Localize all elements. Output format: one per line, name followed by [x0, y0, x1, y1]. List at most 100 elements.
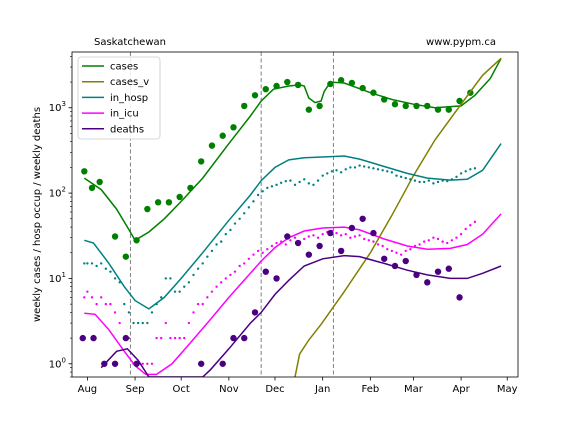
cases-point [316, 102, 323, 110]
deaths-point [316, 242, 323, 250]
in_hosp-point [358, 164, 361, 167]
in_icu-point [118, 321, 121, 325]
in_hosp-point [335, 169, 338, 172]
cases-point [88, 184, 96, 192]
in_hosp-point [86, 262, 89, 265]
in_icu-point [404, 249, 407, 253]
in_hosp-point [247, 206, 251, 209]
deaths-point [284, 233, 291, 240]
in_icu-point [83, 296, 86, 299]
in_icu-point [95, 302, 98, 306]
deaths-point [337, 247, 345, 255]
in_icu-point [335, 231, 338, 235]
deaths-point [262, 268, 269, 275]
in_icu-point [432, 236, 435, 239]
in_icu-point [141, 362, 144, 365]
cases-point [144, 205, 151, 213]
in_icu-point [367, 239, 371, 242]
deaths-point [434, 268, 442, 275]
in_icu-point [344, 232, 347, 236]
in_hosp-point [422, 180, 426, 184]
in_hosp-point [404, 176, 407, 180]
in_icu-point [90, 296, 94, 299]
in_hosp-point [284, 179, 287, 183]
deaths-point [359, 215, 366, 222]
in_icu-point [422, 240, 426, 243]
in_hosp-point [367, 166, 371, 169]
in_icu-point [196, 302, 200, 306]
in_icu-point [395, 251, 398, 254]
in_hosp-point [459, 172, 463, 175]
in_icu-point [219, 281, 223, 284]
header-right: www.pypm.ca [426, 37, 496, 48]
deaths-point [370, 229, 377, 237]
x-tick-label: Apr [452, 384, 470, 395]
in_hosp-point [381, 169, 384, 172]
plot-area [79, 57, 502, 377]
in_hosp-point [270, 185, 274, 188]
in_icu-point [307, 235, 311, 238]
legend-box [77, 56, 161, 140]
in_icu-point [321, 232, 324, 236]
in_hosp-point [266, 186, 269, 190]
in_icu-point [243, 262, 246, 265]
in_hosp-line [84, 143, 502, 310]
deaths-point [111, 360, 119, 367]
in_hosp-point [307, 182, 311, 185]
in_icu-point [233, 270, 237, 273]
in_hosp-point [136, 321, 140, 325]
deaths-point [391, 262, 399, 270]
in_icu-point [409, 248, 412, 251]
cases-point [165, 199, 173, 206]
in_icu-point [266, 248, 269, 251]
x-tick-label: May [497, 384, 518, 395]
y-tick-label: 103 [49, 100, 66, 114]
in_icu-point [86, 290, 89, 293]
deaths-point [101, 360, 108, 367]
in_hosp-point [473, 167, 477, 170]
in_hosp-point [450, 178, 454, 181]
in_icu-point [261, 251, 264, 254]
in_icu-point [100, 296, 103, 299]
deaths-point [424, 279, 431, 286]
cases-point [424, 102, 431, 110]
in_hosp-point [303, 178, 306, 181]
deaths-point [402, 257, 409, 265]
cases-point [456, 97, 463, 105]
in_icu-point [252, 253, 255, 256]
in_hosp-point [238, 217, 241, 220]
in_icu-point [215, 285, 218, 288]
y-axis-label: weekly cases / hosp occup / weekly death… [32, 107, 43, 322]
in_hosp-point [464, 170, 467, 173]
in_icu-point [473, 220, 477, 224]
in_hosp-point [312, 183, 315, 187]
x-tick-label: Sep [126, 384, 145, 395]
in_icu-point [206, 296, 209, 299]
y-tick-label: 100 [49, 356, 66, 370]
deaths-point [79, 334, 86, 342]
in_hosp-point [446, 179, 449, 183]
in_icu-point [164, 321, 168, 325]
in_icu-point [459, 232, 463, 236]
cases-point [122, 253, 130, 260]
in_hosp-point [372, 167, 375, 170]
x-tick-label: Oct [173, 384, 190, 395]
deaths-point [413, 271, 420, 279]
in_icu-point [303, 237, 306, 241]
in_hosp-point [395, 174, 398, 177]
in_hosp-point [219, 240, 223, 243]
in_icu-point [256, 249, 260, 253]
in_hosp-point [252, 200, 255, 203]
cases-point [251, 92, 259, 99]
in_hosp-point [100, 262, 103, 265]
in_icu-point [312, 234, 315, 237]
in_hosp-point [113, 277, 117, 280]
in_hosp-point [146, 321, 149, 325]
in_icu-point [289, 239, 292, 242]
in_icu-point [146, 362, 149, 365]
in_icu-point [279, 240, 283, 243]
in_hosp-point [95, 264, 98, 268]
in_icu-point [183, 336, 186, 340]
in_hosp-point [436, 180, 440, 184]
legend-label: in_hosp [110, 93, 148, 104]
